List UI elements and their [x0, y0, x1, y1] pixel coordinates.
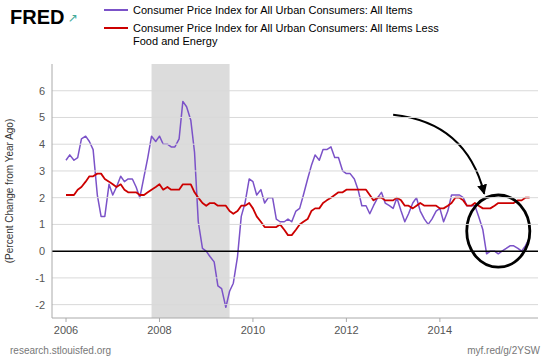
y-tick-label: 1: [39, 218, 45, 230]
logo-icon: ↗: [68, 11, 78, 25]
x-tick: [159, 318, 160, 322]
grid-line: [52, 197, 538, 198]
background: [0, 0, 550, 361]
legend-swatch: [104, 9, 128, 11]
grid: [52, 91, 538, 305]
x-tick-label: 2014: [428, 324, 452, 336]
footer-right: myf.red/g/2YSW: [467, 345, 540, 356]
x-tick-label: 2010: [241, 324, 265, 336]
series-line: [66, 101, 530, 307]
series-line: [66, 174, 530, 236]
x-tick-label: 2006: [54, 324, 78, 336]
x-axis-line: [52, 318, 538, 319]
grid-line: [52, 224, 538, 225]
x-tick: [439, 318, 440, 322]
chart: -2 -1 0 1 2 3 4 5 6 2006 2008 2010 2012 2014 (Percent …: [0, 0, 550, 361]
footer-left: research.stlouisfed.org: [10, 345, 111, 356]
legend-entry: Consumer Price Index for All Urban Consu…: [133, 4, 413, 16]
ellipse-annotation: [467, 195, 530, 267]
grid-line: [52, 277, 538, 278]
grid-line: [52, 304, 538, 305]
y-tick-label: 5: [39, 111, 45, 123]
zero-line: [52, 250, 538, 252]
grid-line: [52, 117, 538, 118]
x-tick: [346, 318, 347, 322]
y-tick-label: -1: [35, 272, 45, 284]
y-tick-label: 4: [39, 138, 45, 150]
grid-line: [52, 144, 538, 145]
y-tick-label: 6: [39, 85, 45, 97]
grid-line: [52, 170, 538, 171]
legend-entry: Consumer Price Index for All Urban Consu…: [133, 22, 439, 47]
y-tick-label: 0: [39, 245, 45, 257]
x-tick: [66, 318, 67, 322]
y-tick-label: -2: [35, 299, 45, 311]
logo: FRED: [10, 6, 64, 28]
y-axis-label: (Percent Change from Year Ago): [4, 119, 15, 264]
plot-area: [66, 64, 530, 318]
y-tick-label: 2: [39, 192, 45, 204]
y-axis-line: [52, 64, 53, 318]
x-tick-label: 2012: [334, 324, 358, 336]
arrow-annotation: [393, 115, 484, 194]
x-tick-label: 2008: [147, 324, 171, 336]
recession-band: [152, 64, 230, 318]
legend: Consumer Price Index for All Urban Consu…: [104, 4, 439, 47]
legend-swatch: [104, 27, 128, 29]
y-tick-label: 3: [39, 165, 45, 177]
grid-line: [52, 90, 538, 91]
x-tick: [252, 318, 253, 322]
